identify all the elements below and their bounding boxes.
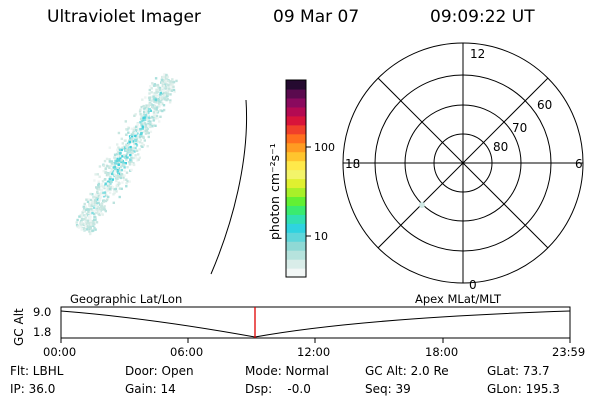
color-bar-segment bbox=[286, 259, 306, 269]
info-gc-alt: GC Alt: 2.0 Re bbox=[365, 364, 449, 378]
aurora-image bbox=[75, 73, 178, 236]
color-bar-segment bbox=[286, 88, 306, 99]
info-gain: Gain: 14 bbox=[125, 382, 176, 396]
color-bar-segment bbox=[286, 115, 306, 126]
color-bar-segment bbox=[286, 241, 306, 251]
mlt-label-0: 0 bbox=[469, 278, 477, 292]
info-glon: GLon: 195.3 bbox=[487, 382, 560, 396]
time-label: 09:09:22 UT bbox=[430, 7, 535, 27]
color-bar-segment bbox=[286, 142, 306, 153]
color-bar-label-10: 10 bbox=[314, 230, 328, 243]
timeline-right-title: Apex MLat/MLT bbox=[415, 292, 502, 306]
info-seq: Seq: 39 bbox=[365, 382, 411, 396]
timeline-ytick-9: 9.0 bbox=[33, 305, 52, 319]
mlat-label-70: 70 bbox=[512, 121, 527, 135]
mlt-label-12: 12 bbox=[470, 47, 485, 61]
instrument-title: Ultraviolet Imager bbox=[47, 7, 201, 27]
color-bar-segment bbox=[286, 250, 306, 260]
timeline-xtick-2359: 23:59 bbox=[552, 345, 586, 359]
polar-diag-2 bbox=[377, 77, 549, 249]
mlt-label-18: 18 bbox=[345, 157, 360, 171]
color-bar-segment bbox=[286, 232, 306, 242]
mlt-label-6: 6 bbox=[575, 157, 583, 171]
timeline-frame bbox=[60, 306, 571, 339]
info-mode: Mode: Normal bbox=[245, 364, 329, 378]
color-bar-segment bbox=[286, 187, 306, 197]
polar-plot bbox=[342, 42, 584, 284]
altitude-curve bbox=[60, 310, 571, 338]
color-bar-segment bbox=[286, 169, 306, 180]
info-door: Door: Open bbox=[125, 364, 194, 378]
timeline-xtick-1800: 18:00 bbox=[425, 345, 459, 359]
timeline-xtick-0600: 06:00 bbox=[170, 345, 204, 359]
date-label: 09 Mar 07 bbox=[273, 7, 360, 27]
color-bar-segment bbox=[286, 214, 306, 224]
info-ip: IP: 36.0 bbox=[10, 382, 56, 396]
info-flt: Flt: LBHL bbox=[10, 364, 64, 378]
color-bar-segment bbox=[286, 133, 306, 144]
color-bar bbox=[286, 80, 306, 278]
mlat-label-60: 60 bbox=[537, 98, 552, 112]
color-bar-segment bbox=[286, 268, 306, 278]
timeline-left-title: Geographic Lat/Lon bbox=[70, 292, 183, 306]
color-bar-segment bbox=[286, 106, 306, 117]
color-bar-frame bbox=[285, 79, 307, 278]
polar-faint-spot bbox=[419, 202, 425, 208]
timeline-xtick-0000: 00:00 bbox=[43, 345, 77, 359]
mlat-label-80: 80 bbox=[493, 140, 508, 154]
color-bar-segment bbox=[286, 80, 306, 90]
color-bar-segment bbox=[286, 151, 306, 162]
info-dsp: Dsp: -0.0 bbox=[245, 382, 311, 396]
color-bar-unit: photon cm⁻²s⁻¹ bbox=[267, 143, 282, 240]
color-bar-segment bbox=[286, 97, 306, 108]
color-bar-segment bbox=[286, 223, 306, 233]
color-bar-segment bbox=[286, 178, 306, 189]
info-glat: GLat: 73.7 bbox=[487, 364, 550, 378]
color-bar-segment bbox=[286, 160, 306, 171]
color-bar-segment bbox=[286, 205, 306, 215]
color-bar-label-100: 100 bbox=[314, 141, 335, 154]
timeline-xtick-1200: 12:00 bbox=[297, 345, 331, 359]
timeline-ylabel: GC Alt bbox=[12, 308, 26, 346]
color-bar-segment bbox=[286, 196, 306, 206]
timeline-ytick-1-8: 1.8 bbox=[33, 325, 52, 339]
color-bar-segment bbox=[286, 124, 306, 135]
earth-limb-arc bbox=[210, 99, 248, 275]
